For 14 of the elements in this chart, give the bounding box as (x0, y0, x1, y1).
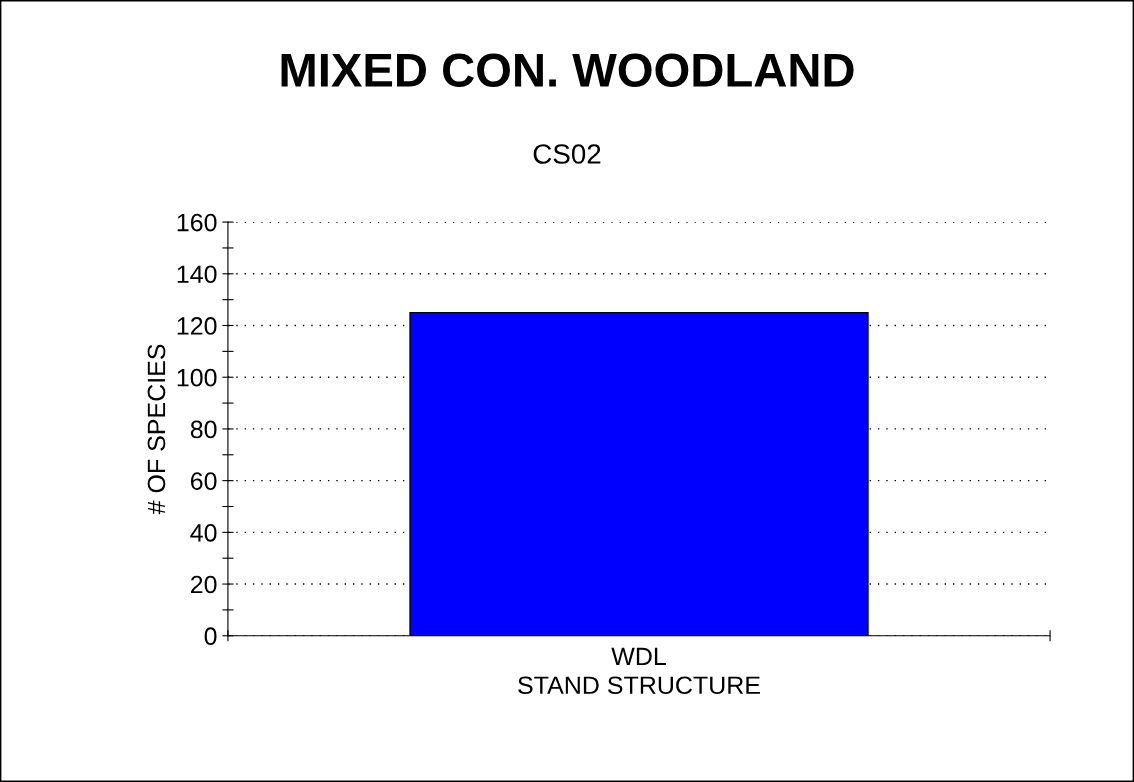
y-tick-label: 40 (190, 523, 217, 542)
y-axis-title: # OF SPECIES (147, 344, 166, 515)
y-tick-label: 140 (177, 265, 217, 284)
chart-subtitle: CS02 (533, 144, 601, 164)
y-tick-label: 0 (204, 627, 217, 646)
y-tick-label: 20 (190, 575, 217, 594)
chart-title: MIXED CON. WOODLAND (281, 53, 854, 87)
y-tick-label: 160 (177, 213, 217, 232)
y-tick-label: 100 (177, 368, 217, 387)
y-tick-label: 60 (190, 472, 217, 490)
y-tick-label: 120 (177, 317, 217, 335)
x-tick-label: WDL (611, 647, 666, 665)
x-axis-title: STAND STRUCTURE (518, 676, 760, 695)
y-tick-label: 80 (190, 420, 217, 439)
